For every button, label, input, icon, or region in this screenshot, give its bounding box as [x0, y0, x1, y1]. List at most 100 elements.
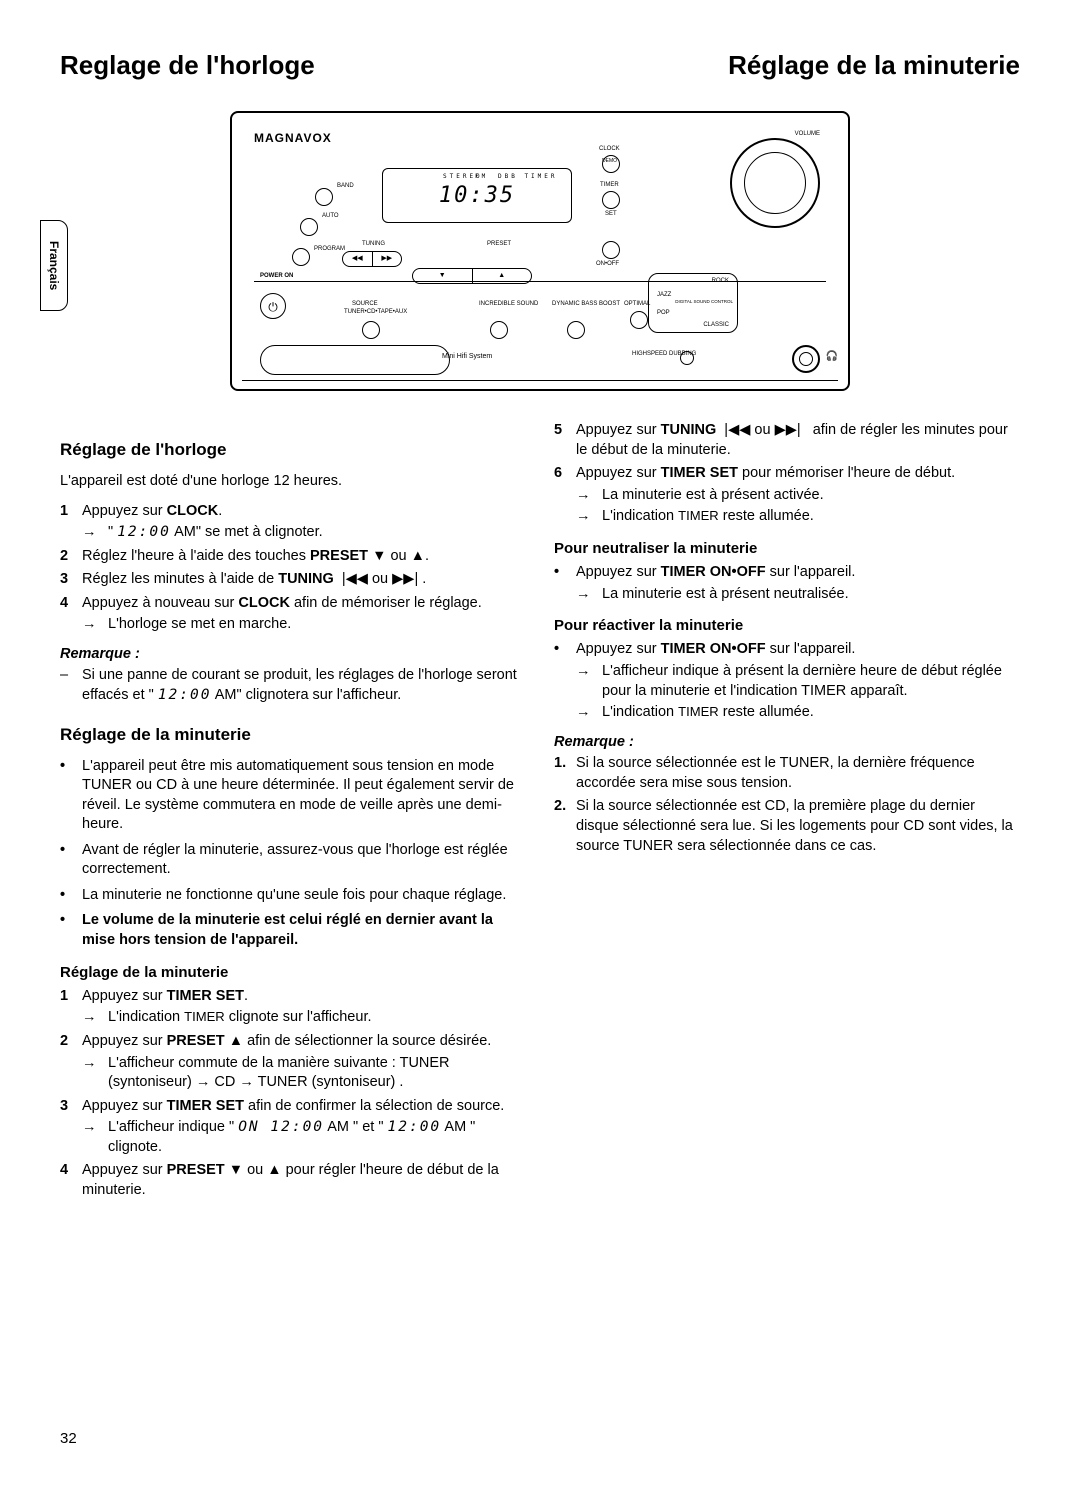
dbb-label: DYNAMIC BASS BOOST — [552, 301, 620, 307]
source-label: SOURCE — [352, 301, 378, 307]
program-knob — [292, 248, 310, 266]
timer-label: TIMER — [600, 182, 619, 188]
onoff-knob — [602, 241, 620, 259]
substep: L'afficheur indique à présent la dernièr… — [576, 662, 1020, 701]
text: Réglez l'heure à l'aide des touches — [82, 548, 310, 564]
bottom-divider — [242, 380, 838, 381]
classic-label: CLASSIC — [703, 322, 729, 328]
text-bold: PRESET — [310, 548, 368, 564]
right-column: 5 Appuyez sur TUNING ou afin de régler l… — [554, 421, 1020, 1204]
onoff-label: ON•OFF — [596, 261, 619, 267]
down-triangle-icon — [372, 548, 386, 564]
text-bold: PRESET — [167, 1033, 225, 1049]
text: pour mémoriser l'heure de début. — [738, 465, 955, 481]
text-bold: TIMER ON•OFF — [661, 641, 766, 657]
demo-label: DEMO — [602, 158, 617, 164]
text: ou — [750, 422, 774, 438]
text: " — [108, 524, 117, 540]
text: . — [218, 503, 222, 519]
timer-heading: Réglage de la minuterie — [60, 724, 526, 747]
headphone-icon: 🎧 — [826, 351, 838, 362]
headphone-jack — [792, 345, 820, 373]
neutral-heading: Pour neutraliser la minuterie — [554, 539, 1020, 559]
device-illustration: MAGNAVOX STEREO FM DBB TIMER 10:35 VOLUM… — [230, 111, 850, 391]
text: Appuyez à nouveau sur — [82, 595, 238, 611]
power-icon: ⏻ — [260, 293, 286, 319]
divider — [254, 281, 826, 282]
substep: L'horloge se met en marche. — [82, 615, 526, 635]
clock-label: CLOCK — [599, 146, 620, 152]
timer-step-3: 3 Appuyez sur TIMER SET afin de confirme… — [60, 1097, 526, 1158]
bullet-4: Le volume de la minuterie est celui régl… — [60, 911, 526, 950]
timer-bullets: L'appareil peut être mis automatiquement… — [60, 757, 526, 951]
clock-step-2: 2 Réglez l'heure à l'aide des touches PR… — [60, 547, 526, 567]
set-label: SET — [605, 211, 617, 217]
up-triangle-icon — [267, 1162, 281, 1178]
timer-step-5: 5 Appuyez sur TUNING ou afin de régler l… — [554, 421, 1020, 460]
text: La minuterie est à présent activée. — [602, 486, 824, 506]
text: afin de confirmer la sélection de source… — [244, 1098, 504, 1114]
dsc-panel: ROCK JAZZ POP CLASSIC DIGITAL SOUND CONT… — [648, 273, 738, 333]
text-bold: PRESET — [167, 1162, 225, 1178]
auto-knob — [300, 218, 318, 236]
poweron-label: POWER ON — [260, 273, 293, 279]
optimal-label: OPTIMAL — [624, 301, 650, 307]
up-triangle-icon — [411, 548, 425, 564]
smallcaps-text: TIMER — [678, 508, 719, 523]
incredible-label: INCREDIBLE SOUND — [479, 301, 538, 307]
text: ou — [243, 1162, 267, 1178]
text: Appuyez sur — [576, 641, 661, 657]
source-sub-label: TUNER•CD•TAPE•AUX — [344, 309, 407, 315]
rewind-icon — [342, 571, 368, 587]
text: ou — [386, 548, 410, 564]
substep: L'indication TIMER reste allumée. — [576, 703, 1020, 723]
left-column: Réglage de l'horloge L'appareil est doté… — [60, 421, 526, 1204]
substep: La minuterie est à présent neutralisée. — [576, 585, 855, 605]
text-bold: TIMER ON•OFF — [661, 564, 766, 580]
pop-label: POP — [657, 310, 670, 316]
lcd-display: STEREO FM DBB TIMER 10:35 — [382, 168, 572, 223]
lcd-text: 12:00 — [388, 1119, 442, 1135]
neutral-bullets: Appuyez sur TIMER ON•OFF sur l'appareil.… — [554, 563, 1020, 604]
clock-step-4: 4 Appuyez à nouveau sur CLOCK afin de mé… — [60, 594, 526, 635]
text: Réglez les minutes à l'aide de — [82, 571, 278, 587]
substep: " 12:00 AM" se met à clignoter. — [82, 523, 526, 543]
page-number: 32 — [60, 1430, 77, 1447]
remark-item: Si une panne de courant se produit, les … — [60, 666, 526, 705]
preset-label: PRESET — [487, 241, 511, 247]
text: Appuyez sur — [82, 1033, 167, 1049]
text-bold: TIMER SET — [661, 465, 738, 481]
text: Appuyez sur — [82, 1098, 167, 1114]
bullet-2: Avant de régler la minuterie, assurez-vo… — [60, 841, 526, 880]
text: afin de mémoriser le réglage. — [290, 595, 482, 611]
substep: La minuterie est à présent activée. — [576, 486, 1020, 506]
tuning-buttons: ◀◀ ▶▶ — [342, 251, 402, 267]
text: L'afficheur indique " — [108, 1119, 238, 1135]
brand-label: MAGNAVOX — [254, 131, 332, 145]
text-bold: TUNING — [278, 571, 334, 587]
incredible-knob — [490, 321, 508, 339]
text: AM" se met à clignoter. — [171, 524, 323, 540]
optimal-knob — [630, 311, 648, 329]
text: L'afficheur indique à présent la dernièr… — [602, 662, 1020, 701]
text-bold: CLOCK — [238, 595, 290, 611]
text: . — [244, 988, 248, 1004]
text: . — [418, 571, 426, 587]
text-bold: CLOCK — [167, 503, 219, 519]
text: AM " et " — [324, 1119, 387, 1135]
jazz-label: JAZZ — [657, 292, 671, 298]
substep: L'indication TIMER reste allumée. — [576, 507, 1020, 527]
text: reste allumée. — [719, 704, 814, 720]
hifi-label: Mini Hifi System — [442, 353, 492, 360]
text-bold: TUNING — [661, 422, 717, 438]
smallcaps-text: TIMER — [678, 704, 719, 719]
up-triangle-icon — [229, 1033, 243, 1049]
remark-title-2: Remarque : — [554, 733, 1020, 753]
text-bold: TIMER SET — [167, 1098, 244, 1114]
dbb-knob — [567, 321, 585, 339]
cassette-door — [260, 345, 450, 375]
clock-steps: 1 Appuyez sur CLOCK. " 12:00 AM" se met … — [60, 502, 526, 635]
remark-1: 1.Si la source sélectionnée est le TUNER… — [554, 754, 1020, 793]
text: Appuyez sur — [576, 564, 661, 580]
page-header: Reglage de l'horloge Réglage de la minut… — [60, 50, 1020, 81]
